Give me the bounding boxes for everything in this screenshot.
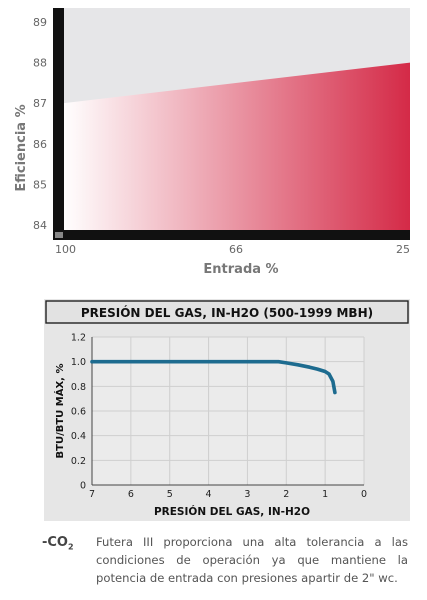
y-axis-bar <box>53 8 64 240</box>
x-tick-label: 100 <box>55 243 76 256</box>
gas-pressure-chart: PRESIÓN DEL GAS, IN-H2O (500-1999 MBH) 0… <box>44 299 410 521</box>
y-tick-label: 86 <box>33 138 47 151</box>
y-tick-label: 0.6 <box>71 407 86 418</box>
x-tick-label: 3 <box>244 489 250 500</box>
title-bar <box>45 300 409 324</box>
co2-label: -CO2 <box>42 535 74 552</box>
x-tick-label: 0 <box>361 489 367 500</box>
x-tick-label: 7 <box>89 489 95 500</box>
y-tick-label: 87 <box>33 97 47 110</box>
y-tick-label: 0.8 <box>71 382 86 393</box>
y-tick-label: 0.4 <box>71 431 86 442</box>
y-tick-label: 1.0 <box>71 357 86 368</box>
y-axis-title: Eficiencia % <box>14 104 29 191</box>
y-tick-label: 88 <box>33 57 47 70</box>
x-axis-bar <box>53 230 410 240</box>
x-tick-label: 25 <box>396 243 410 256</box>
y-axis-title: BTU/BTU MÁX, % <box>53 364 66 459</box>
y-tick-label: 0 <box>80 481 86 492</box>
footnote-text: Futera III proporciona una alta toleranc… <box>96 535 408 585</box>
x-tick-label: 5 <box>167 489 173 500</box>
x-tick-label: 4 <box>206 489 212 500</box>
pressure-series-line <box>90 359 337 395</box>
axis-corner-mark <box>55 232 63 238</box>
efficiency-chart: 84 85 86 87 88 89 100 66 25 Eficiencia % Entrad… <box>14 8 410 277</box>
x-axis-title: Entrada % <box>203 262 278 277</box>
x-tick-label: 1 <box>322 489 328 500</box>
efficiency-area <box>63 62 410 230</box>
chart-title: PRESIÓN DEL GAS, IN-H2O (500-1999 MBH) <box>81 305 373 320</box>
y-tick-label: 85 <box>33 178 47 191</box>
x-axis-title: PRESIÓN DEL GAS, IN-H2O <box>154 505 310 518</box>
y-tick-label: 0.2 <box>71 456 86 467</box>
x-tick-label: 2 <box>283 489 289 500</box>
x-tick-label: 66 <box>229 243 243 256</box>
y-tick-label: 84 <box>33 219 47 232</box>
y-tick-label: 89 <box>33 16 47 29</box>
x-tick-label: 6 <box>128 489 134 500</box>
y-tick-label: 1.2 <box>71 333 86 344</box>
